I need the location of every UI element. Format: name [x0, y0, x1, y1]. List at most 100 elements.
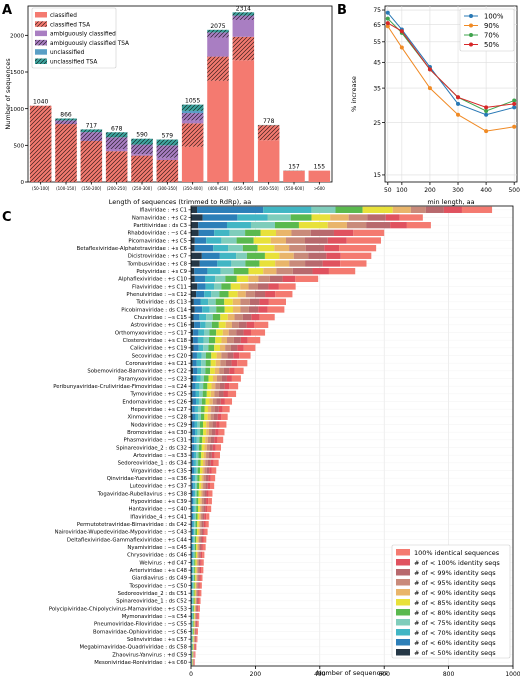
bar-segment — [205, 521, 209, 528]
data-point — [385, 16, 390, 21]
bar-segment — [258, 306, 268, 313]
bar-segment — [192, 444, 195, 451]
bar-segment — [245, 291, 255, 298]
bar-segment — [213, 459, 219, 466]
bar-segment — [195, 475, 198, 482]
bar-segment — [198, 544, 200, 551]
bar-segment — [210, 482, 215, 489]
bar-segment — [194, 567, 196, 574]
bar-segment — [206, 237, 222, 244]
bar-segment — [192, 590, 193, 597]
bar-segment — [208, 475, 211, 482]
bar-segment — [197, 421, 200, 428]
category-label: Caliciviridae : +s C19 — [130, 346, 187, 352]
bar-segment — [212, 421, 217, 428]
bar-segment — [197, 283, 206, 290]
bar-segment — [308, 252, 327, 259]
bar-segment — [192, 582, 194, 589]
category-label: Artoviridae : −s C33 — [133, 453, 187, 459]
category-label: Mymonaviridae : −s C54 — [122, 614, 188, 620]
bar-segment-hatch — [80, 140, 103, 182]
legend-marker — [469, 42, 473, 47]
bar-segment — [191, 636, 193, 643]
bar-segment — [192, 467, 195, 474]
bar-segment — [311, 206, 336, 213]
bar-segment — [191, 406, 193, 413]
bar-segment — [198, 459, 201, 466]
bar-segment — [204, 513, 207, 520]
bar-segment — [208, 429, 212, 436]
bar-segment — [259, 298, 269, 305]
bar-segment — [191, 398, 193, 405]
bar-segment — [201, 452, 204, 459]
bar-segment — [191, 559, 193, 566]
data-point — [385, 24, 390, 29]
bar-segment — [193, 490, 196, 497]
bar-segment — [195, 613, 197, 620]
panel-a-x-axis-label: Length of sequences (trimmed to RdRp), a… — [109, 198, 252, 206]
bar-segment-hatch — [156, 139, 179, 146]
bar-segment — [192, 383, 196, 390]
bar-segment — [197, 590, 199, 597]
x-tick-label: 800 — [443, 671, 455, 677]
bar-segment — [308, 170, 331, 182]
bar-segment — [216, 352, 222, 359]
bar-segment — [275, 260, 290, 267]
bar-segment — [206, 429, 209, 436]
bar-segment — [322, 260, 341, 267]
bar-segment — [192, 582, 193, 589]
bar-segment — [215, 298, 225, 305]
bar-segment — [193, 329, 199, 336]
bar-segment — [276, 229, 292, 236]
bar-segment — [195, 574, 197, 581]
bar-segment — [195, 490, 197, 497]
bar-segment — [194, 521, 196, 528]
bar-segment — [192, 398, 197, 405]
bar-segment — [289, 245, 306, 252]
bar-segment — [196, 352, 202, 359]
bar-segment — [221, 413, 228, 420]
category-label: Flaviviridae : +s C11 — [132, 284, 187, 290]
bar-segment — [205, 505, 208, 512]
bar-segment — [274, 222, 299, 229]
category-label: Nyamiviridae : −s C45 — [127, 545, 187, 551]
bar-segment — [192, 567, 194, 574]
legend-swatch — [396, 579, 410, 586]
bar-segment — [237, 360, 248, 367]
bar-segment — [197, 613, 198, 620]
bar-segment — [202, 513, 205, 520]
bar-segment — [209, 444, 213, 451]
bar-segment — [206, 444, 210, 451]
data-point — [399, 29, 404, 34]
bar-segment — [221, 283, 231, 290]
bar-segment — [196, 375, 201, 382]
bar-segment — [305, 260, 323, 267]
bar-segment — [340, 252, 372, 259]
category-label: Coronaviridae : +s C21 — [126, 361, 187, 367]
bar-segment — [193, 620, 195, 627]
legend-label: # of < 80% identity seqs — [414, 609, 496, 617]
bar-segment — [197, 429, 201, 436]
bar-segment — [196, 597, 197, 604]
bar-segment — [240, 337, 248, 344]
bar-segment — [263, 206, 312, 213]
bar-segment — [200, 513, 203, 520]
bar-segment — [278, 283, 296, 290]
bar-segment — [204, 406, 209, 413]
bar-segment — [203, 536, 207, 543]
bar-segment — [205, 360, 211, 367]
bar-segment — [214, 283, 222, 290]
bar-segment — [285, 237, 305, 244]
bar-segment — [269, 275, 283, 282]
bar-segment — [194, 275, 205, 282]
bar-segment — [293, 252, 309, 259]
bar-segment — [202, 467, 205, 474]
panel-a-bars: 1040 866 717 678 590 579 1055 2075 2314 778 157 155 — [29, 5, 331, 183]
bar-segment — [192, 605, 194, 612]
bar-segment — [192, 352, 197, 359]
x-tick-label: 200 — [424, 187, 436, 194]
panel-a-chart: 0 500 1000 1500 2000 1040 866 717 678 590 579 1055… — [4, 5, 333, 206]
bar-segment — [194, 605, 195, 612]
series-line — [387, 22, 515, 108]
